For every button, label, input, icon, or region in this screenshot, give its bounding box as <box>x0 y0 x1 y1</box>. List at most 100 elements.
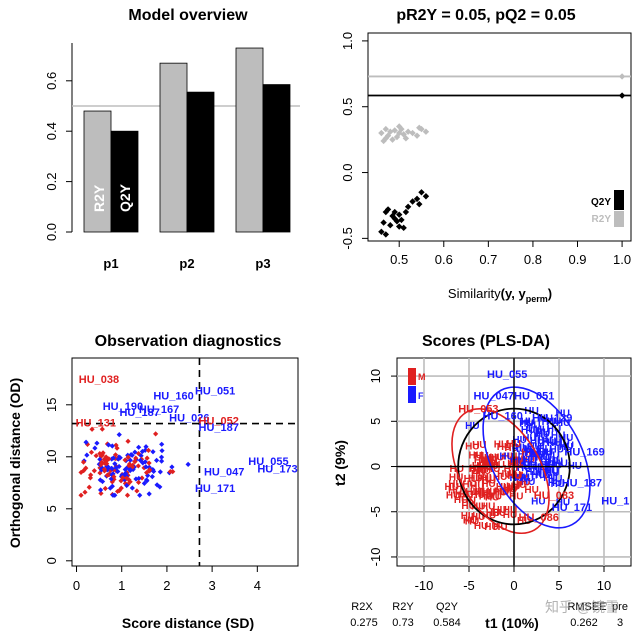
score-point-m: HU <box>461 501 475 512</box>
score-point-m: HU <box>503 505 517 516</box>
score-point-m: HU <box>478 458 492 469</box>
score-point-f: HU <box>547 438 561 449</box>
score-point-f: HU <box>539 448 553 459</box>
point-f <box>128 452 134 458</box>
x-tick-label: 4 <box>254 578 261 593</box>
q2y-point <box>396 211 403 218</box>
point-f <box>124 482 130 489</box>
score-point-f: HU <box>547 424 561 435</box>
score-point-m: HU <box>521 455 535 466</box>
q2y-legend-label: Q2Y <box>591 197 611 208</box>
r2y-point <box>416 124 423 131</box>
point-f <box>127 467 133 473</box>
score-label: HU_086 <box>519 512 559 524</box>
score-point-f: HU <box>545 451 559 462</box>
metric-value-r2x: 0.275 <box>350 617 378 629</box>
score-label: HU_1 <box>601 496 629 508</box>
point-f <box>84 452 90 458</box>
score-point-f: HU <box>545 468 559 479</box>
point-m <box>99 426 105 432</box>
observation-label: HU_047 <box>204 467 244 479</box>
score-point-m: HU <box>482 473 496 484</box>
score-point-m: HU <box>506 482 520 493</box>
y-tick-label: 0.5 <box>340 98 355 116</box>
y-tick-label: 15 <box>44 398 59 412</box>
point-f <box>138 453 144 459</box>
point-m <box>125 454 131 460</box>
score-point-f: HU <box>530 439 544 450</box>
score-point-f: HU <box>525 426 539 437</box>
score-point-f: HU <box>525 445 539 456</box>
point-f <box>157 484 163 490</box>
score-point-m: HU <box>477 466 491 477</box>
score-point-m: HU <box>446 490 460 501</box>
score-point-m: HU <box>516 477 530 488</box>
permutation-panel: pR2Y = 0.05, pQ2 = 0.05 -0.5 0.0 0.5 1.0 0.… <box>340 7 632 304</box>
point-m <box>78 492 84 498</box>
score-point-f: HU <box>524 448 538 459</box>
score-point-f: HU <box>535 429 549 440</box>
point-m <box>89 426 95 432</box>
plot-frame <box>367 32 632 242</box>
point-m <box>100 450 106 456</box>
score-point-m: HU <box>502 487 516 498</box>
score-point-m: HU <box>514 471 528 482</box>
score-point-f: HU <box>545 466 559 477</box>
point-f <box>98 467 105 473</box>
point-m <box>104 472 110 478</box>
score-point-f: HU <box>511 456 525 467</box>
score-point-f: HU <box>517 463 531 474</box>
score-label: HU_171 <box>552 502 592 514</box>
score-point-f: HU <box>512 435 526 446</box>
point-f <box>142 447 148 453</box>
score-point-f: HU <box>532 448 546 459</box>
score-point-f: HU <box>536 427 550 438</box>
point-f <box>110 492 116 498</box>
score-label: HU_055 <box>487 369 527 381</box>
bar-q2y-p3 <box>262 84 291 233</box>
point-m <box>102 460 108 466</box>
score-point-m: HU <box>448 479 462 490</box>
observation-label: HU_167 <box>139 404 179 416</box>
score-point-f: HU <box>545 455 559 466</box>
score-point-m: HU <box>480 455 494 466</box>
score-point-f: HU <box>525 467 539 478</box>
score-point-m: HU <box>481 488 495 499</box>
score-point-m: HU <box>481 502 495 513</box>
score-point-m: HU <box>504 464 518 475</box>
score-point-f: HU <box>541 460 555 471</box>
x-tick-label: 0.9 <box>568 252 586 267</box>
score-point-m: HU <box>495 487 509 498</box>
point-f <box>99 478 106 485</box>
score-point-f: HU <box>525 447 539 458</box>
score-point-f: HU <box>543 473 557 484</box>
score-point-f: HU <box>512 444 526 455</box>
model-overview-panel: Model overview 0.0 0.2 0.4 0.6 p1 p2 p3 R2Y Q… <box>44 7 300 271</box>
point-f <box>92 445 98 451</box>
score-point-m: HU <box>493 488 507 499</box>
score-point-m: HU <box>482 510 496 521</box>
score-point-m: HU <box>497 442 511 453</box>
score-point-m: HU <box>468 473 482 484</box>
score-point-f: HU <box>551 479 565 490</box>
x-tick-label: 0.5 <box>390 252 408 267</box>
score-point-m: HU <box>496 482 510 493</box>
point-f <box>97 477 103 483</box>
y-tick-label: 0 <box>44 557 59 564</box>
q2y-point <box>404 203 412 210</box>
y-tick-label: 0.6 <box>44 72 59 90</box>
point-f <box>127 457 133 463</box>
score-point-m: HU <box>481 479 495 490</box>
score-point-m: HU <box>465 516 479 527</box>
score-point-m: HU <box>494 439 508 450</box>
y-tick-label: 5 <box>44 505 59 512</box>
point-m <box>98 490 104 496</box>
metric-value-pre: 3 <box>617 617 623 629</box>
q2y-point <box>391 208 398 216</box>
score-point-m: HU <box>454 495 468 506</box>
score-point-m: HU <box>472 465 486 476</box>
score-point-f: HU <box>535 425 549 436</box>
q2y-point <box>402 208 410 216</box>
score-point-f: HU <box>519 473 533 484</box>
observation-label: HU_131 <box>76 418 116 430</box>
